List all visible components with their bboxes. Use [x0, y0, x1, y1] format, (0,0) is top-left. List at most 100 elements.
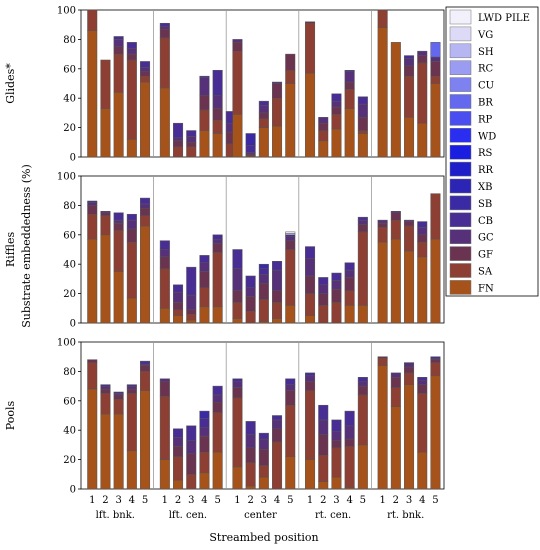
bar-segment-gf: [113, 222, 124, 231]
bar-segment-gf: [100, 212, 111, 216]
bar-segment-gf: [258, 283, 269, 300]
bar-segment-fn: [305, 459, 316, 490]
bar: [140, 61, 151, 158]
bar-segment-cb: [186, 130, 197, 137]
bar-segment-fn: [285, 305, 296, 324]
bar: [344, 410, 355, 490]
bar: [318, 117, 329, 158]
bar-segment-fn: [113, 413, 124, 490]
bar-segment-gc: [159, 249, 170, 258]
y-axis-label: Substrate embeddedness (%): [20, 164, 33, 328]
bar-segment-fn: [357, 305, 368, 324]
x-tick-label: 3: [333, 495, 339, 506]
bar-segment-sa: [331, 114, 342, 130]
legend-item: BR: [449, 94, 493, 109]
bar-segment-gc: [404, 362, 415, 368]
bar-segment-sa: [159, 268, 170, 309]
legend-label: LWD PILE: [478, 13, 530, 24]
x-tick-label: 3: [406, 495, 412, 506]
bar-segment-fn: [126, 450, 137, 490]
bar-segment-fn: [140, 390, 151, 490]
bar-segment-fn: [390, 238, 401, 324]
bar-segment-sa: [344, 290, 355, 306]
bar-segment-cb: [318, 277, 329, 286]
bar: [159, 22, 170, 158]
bar-segment-sa: [357, 394, 368, 446]
legend-item: WD: [449, 128, 496, 143]
bar-segment-sa: [212, 120, 223, 134]
bar-segment-gc: [258, 274, 269, 284]
bar: [126, 213, 137, 324]
y-tick-label: 20: [63, 455, 76, 466]
bar-segment-sa: [199, 452, 210, 474]
bar-segment-cb: [140, 61, 151, 68]
bar: [285, 53, 296, 158]
bar-segment-gf: [159, 256, 170, 269]
bar-segment-gc: [357, 103, 368, 118]
legend-swatch: [449, 263, 472, 278]
bar-segment-fn: [113, 92, 124, 158]
bar-segment-gf: [100, 388, 111, 394]
bar-segment-sa: [344, 89, 355, 109]
bar-segment-cb: [199, 75, 210, 78]
bar: [100, 211, 111, 324]
bar-segment-gf: [305, 275, 316, 294]
bar-segment-fn: [87, 30, 98, 158]
bar: [258, 432, 269, 490]
bar-segment-gc: [344, 71, 355, 83]
bar-segment-sa: [232, 50, 243, 115]
bar-segment-gc: [331, 431, 342, 441]
bar-segment-sa: [245, 462, 256, 487]
bar-segment-fn: [173, 315, 184, 324]
legend-item: VG: [449, 26, 493, 42]
bar: [285, 378, 296, 490]
x-tick-label: 2: [320, 495, 326, 506]
y-tick-label: 80: [63, 35, 76, 46]
bar-segment-gf: [212, 402, 223, 413]
bar-segment-fn: [404, 250, 415, 324]
bar-segment-gf: [173, 140, 184, 147]
bar-segment-gc: [100, 385, 111, 390]
bar-segment-sa: [126, 59, 137, 140]
y-tick-label: 80: [63, 201, 76, 212]
bar: [377, 356, 388, 490]
bar-segment-sa: [404, 372, 415, 385]
legend-swatch: [449, 144, 472, 160]
y-tick-label: 80: [63, 367, 76, 378]
bar-segment-gc: [186, 294, 197, 311]
bar-segment-gf: [331, 440, 342, 449]
bar-segment-cb: [331, 419, 342, 432]
bar-segment-gf: [87, 205, 98, 215]
bar-segment-fn: [331, 128, 342, 158]
bar-segment-sa: [305, 390, 316, 460]
bar-segment-gc: [173, 437, 184, 447]
bar-segment-gf: [186, 142, 197, 147]
bar-segment-fn: [87, 238, 98, 324]
bar-segment-gc: [113, 39, 124, 48]
bar-segment-gf: [417, 55, 428, 64]
bar-segment-gf: [430, 61, 441, 77]
bar-segment-gc: [245, 287, 256, 297]
bar-segment-gf: [344, 277, 355, 291]
legend-label: GC: [478, 233, 494, 244]
bar-segment-cb: [159, 240, 170, 250]
bar-segment-gc: [318, 117, 329, 124]
bar-segment-sa: [305, 22, 316, 74]
bar: [305, 21, 316, 158]
bar-segment-cb: [430, 356, 441, 359]
bar-segment-cb: [258, 268, 269, 275]
bar: [212, 234, 223, 324]
bar-segment-gc: [199, 77, 210, 96]
y-tick-label: 40: [63, 426, 76, 437]
bar-segment-cb: [173, 428, 184, 438]
x-tick-label: 5: [287, 495, 293, 506]
bar-segment-fn: [126, 139, 137, 158]
bar-segment-gf: [258, 449, 269, 466]
bar-segment-gf: [285, 240, 296, 250]
bar-segment-cb: [186, 266, 197, 296]
bar-segment-sa: [199, 287, 210, 308]
bar-segment-cb: [404, 55, 415, 59]
bar-segment-gc: [126, 47, 137, 55]
bar-segment-cb: [113, 391, 124, 394]
x-tick-label: 1: [307, 495, 313, 506]
